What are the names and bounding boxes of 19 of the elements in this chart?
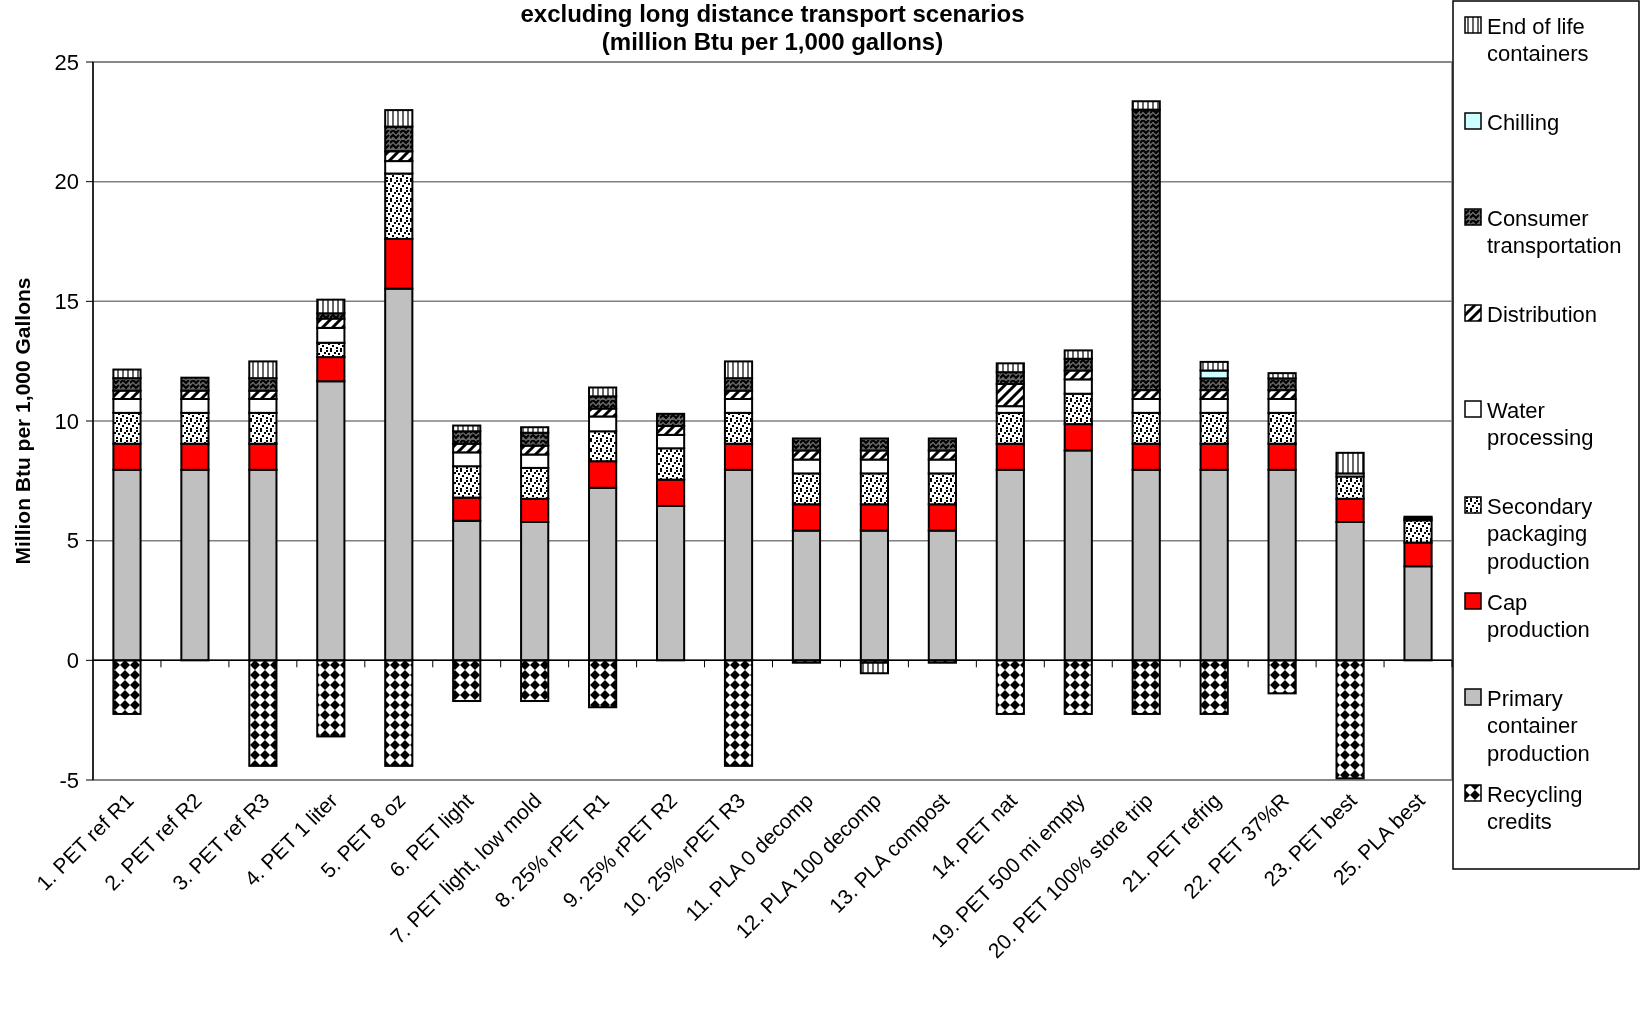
y-tick-label: 20 bbox=[54, 169, 79, 195]
y-tick-label: -5 bbox=[59, 767, 79, 793]
legend-label: Consumer transportation bbox=[1487, 205, 1622, 259]
legend-label: Recycling credits bbox=[1487, 781, 1583, 835]
y-tick-label: 5 bbox=[66, 528, 79, 554]
legend-label: Chilling bbox=[1487, 109, 1560, 135]
y-tick-label: 25 bbox=[54, 49, 79, 75]
legend-label: End of life containers bbox=[1487, 13, 1589, 67]
y-tick-label: 15 bbox=[54, 289, 79, 315]
y-tick-label: 10 bbox=[54, 408, 79, 434]
y-axis-title: Million Btu per 1,000 Gallons bbox=[11, 277, 34, 565]
legend-label: Distribution bbox=[1487, 301, 1598, 327]
y-tick-label: 0 bbox=[66, 648, 79, 674]
legend-label: Secondary packaging production bbox=[1487, 493, 1593, 574]
legend-label: Primary container production bbox=[1487, 685, 1590, 766]
legend-label: Cap production bbox=[1487, 589, 1590, 643]
chart-subtitle: (million Btu per 1,000 gallons) bbox=[601, 28, 944, 55]
legend-label: Water processing bbox=[1487, 397, 1594, 451]
chart-title: excluding long distance transport scenarios bbox=[520, 0, 1025, 27]
